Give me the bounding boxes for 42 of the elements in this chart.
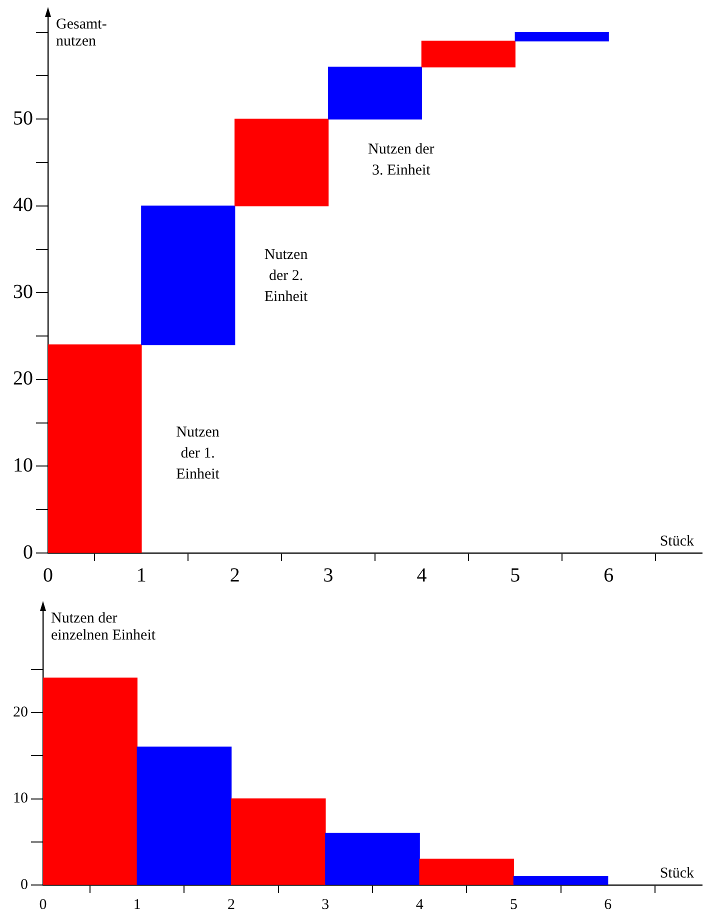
y-tick-label: 20 <box>13 368 33 390</box>
y-tick-label: 0 <box>20 876 28 893</box>
x-tick-label: 5 <box>510 564 520 586</box>
annotation: Nutzen der 2. Einheit <box>264 246 309 305</box>
y-tick-label: 10 <box>13 454 33 476</box>
x-axis-title: Stück <box>660 865 694 882</box>
y-axis-title: Gesamt- nutzen <box>56 16 107 50</box>
bar <box>325 832 420 885</box>
bar <box>43 678 138 885</box>
x-tick-label: 2 <box>228 896 236 913</box>
bar <box>230 798 326 885</box>
x-tick-label: 6 <box>604 896 612 913</box>
bar <box>419 858 514 885</box>
x-tick-label: 4 <box>416 564 427 586</box>
x-tick-label: 1 <box>136 564 146 586</box>
x-tick-label: 0 <box>43 564 53 586</box>
x-tick-label: 0 <box>39 896 47 913</box>
x-tick-label: 3 <box>322 896 330 913</box>
y-tick-label: 20 <box>13 704 28 720</box>
bar <box>141 206 236 346</box>
bar <box>514 32 609 42</box>
x-tick-label: 2 <box>230 564 240 586</box>
x-tick-label: 4 <box>416 896 424 913</box>
y-tick-label: 10 <box>13 790 28 807</box>
annotation: Nutzen der 3. Einheit <box>368 142 434 179</box>
bar <box>328 66 422 120</box>
bar <box>48 344 142 553</box>
y-tick-label: 30 <box>13 280 33 303</box>
y-tick-label: 50 <box>13 107 33 130</box>
bar <box>136 746 232 885</box>
bar <box>421 40 516 68</box>
bar <box>513 876 608 885</box>
y-tick-label: 40 <box>13 194 33 216</box>
y-axis-title: Nutzen der einzelnen Einheit <box>51 610 156 644</box>
bar <box>234 118 329 206</box>
y-tick-label: 0 <box>23 541 33 564</box>
annotation: Nutzen der 1. Einheit <box>176 424 220 482</box>
x-axis-title: Stück <box>660 533 694 550</box>
x-tick-label: 6 <box>604 564 614 586</box>
x-tick-label: 5 <box>510 896 518 913</box>
x-tick-label: 1 <box>133 896 141 913</box>
x-tick-label: 3 <box>323 564 334 586</box>
